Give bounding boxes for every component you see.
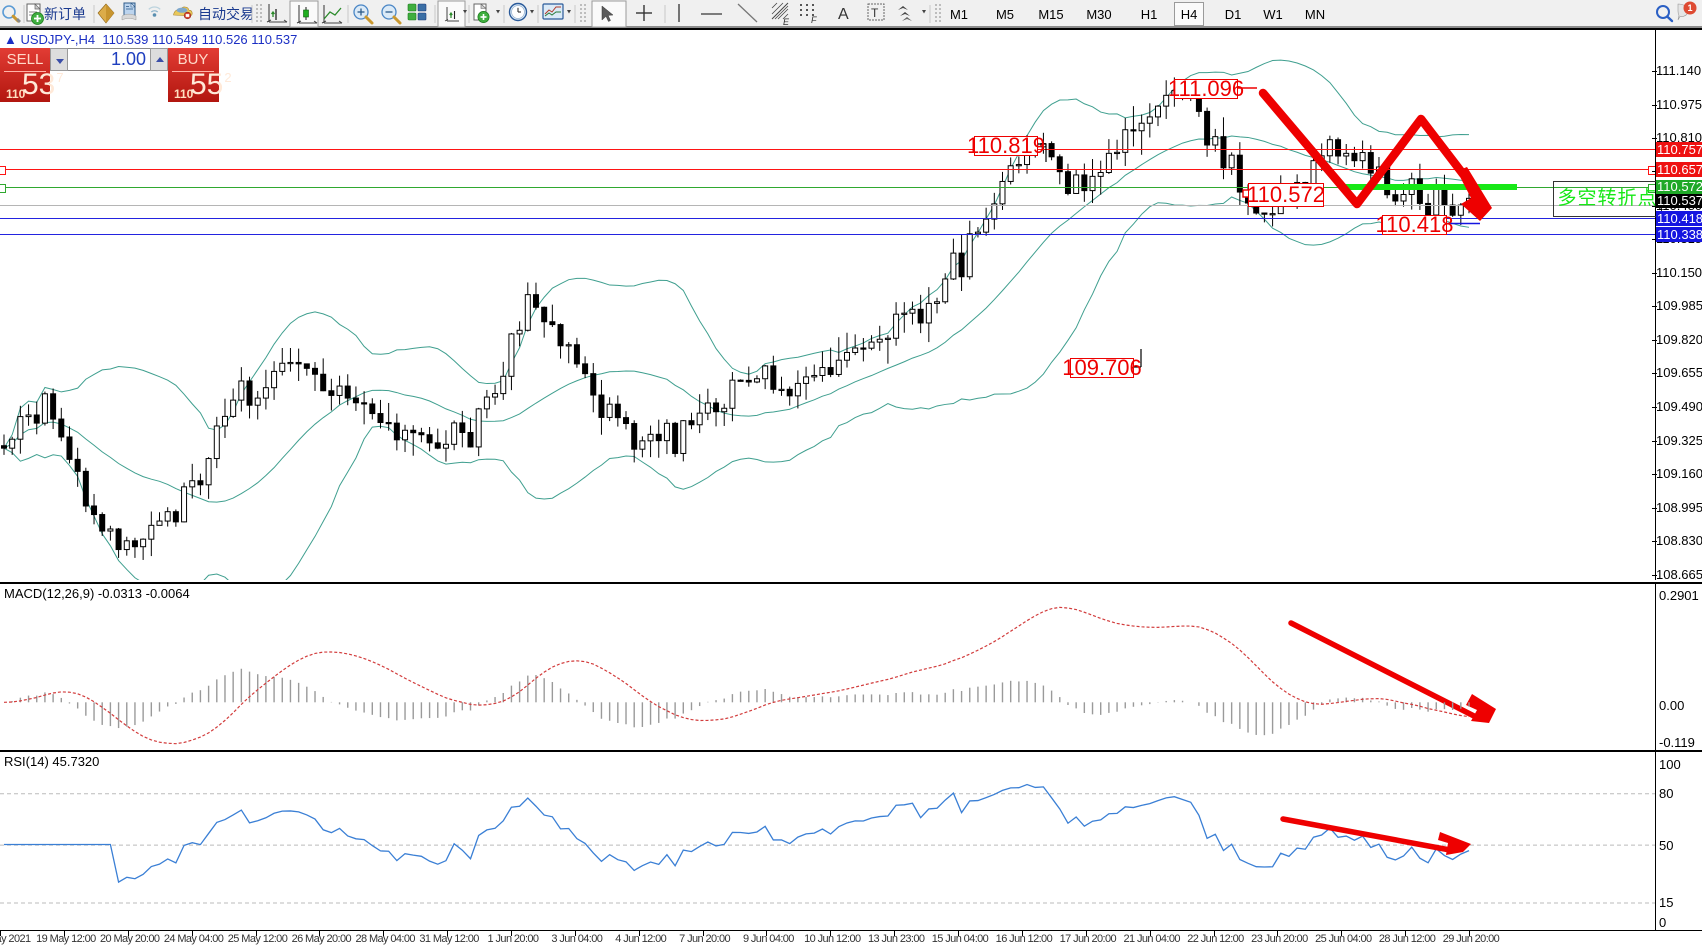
svg-text:E: E [783,17,790,27]
svg-text:A: A [838,6,849,23]
svg-text:T: T [871,6,879,20]
svg-text:新订单: 新订单 [44,6,86,22]
svg-text:自动交易: 自动交易 [198,6,254,22]
svg-text:F: F [811,15,817,25]
